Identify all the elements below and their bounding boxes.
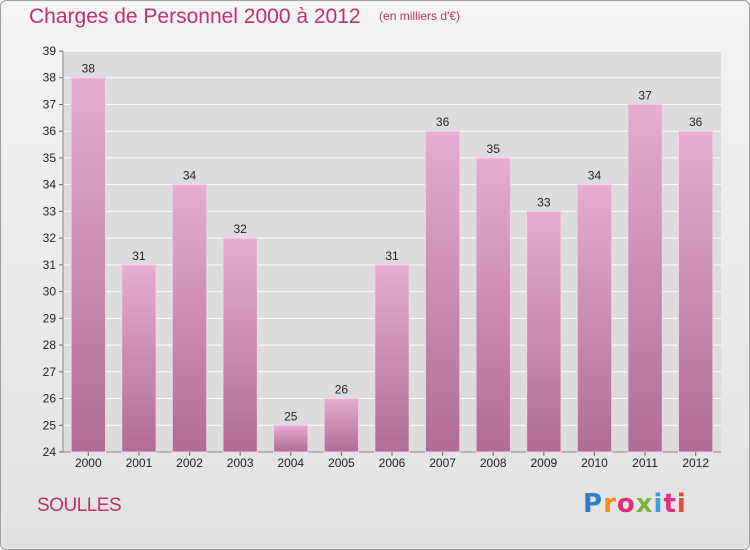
x-tick-label: 2011 xyxy=(632,456,658,470)
bar xyxy=(576,184,613,453)
x-tick-label: 2002 xyxy=(176,456,203,470)
y-tick-label: 25 xyxy=(43,418,57,432)
logo-letter: i xyxy=(676,489,687,519)
y-tick-label: 37 xyxy=(43,97,57,111)
logo-letter: o xyxy=(616,489,636,519)
data-label: 26 xyxy=(335,383,349,397)
data-label: 37 xyxy=(638,88,652,102)
y-tick-label: 34 xyxy=(43,178,57,192)
logo-letter: t xyxy=(663,489,677,519)
logo-letter: i xyxy=(653,489,664,519)
x-tick-label: 2003 xyxy=(227,456,254,470)
bar xyxy=(627,103,663,453)
bar xyxy=(121,264,157,453)
x-tick-label: 2009 xyxy=(530,456,557,470)
y-tick-label: 32 xyxy=(43,231,57,245)
bar xyxy=(222,237,258,453)
data-label: 34 xyxy=(588,169,602,183)
data-label: 31 xyxy=(385,249,399,263)
chart-title: Charges de Personnel 2000 à 2012 xyxy=(29,5,361,28)
bar xyxy=(424,130,461,453)
data-label: 33 xyxy=(537,195,551,209)
data-label: 34 xyxy=(183,169,197,183)
logo-letter: x xyxy=(635,489,654,519)
bar xyxy=(323,398,360,453)
bar xyxy=(70,77,107,453)
data-label: 36 xyxy=(436,115,450,129)
x-tick-label: 2006 xyxy=(379,456,406,470)
data-label: 35 xyxy=(487,142,501,156)
proxiti-logo: Proxiti xyxy=(583,489,687,519)
bar xyxy=(475,157,511,453)
bar xyxy=(677,130,714,453)
y-tick-label: 30 xyxy=(43,285,57,299)
x-tick-label: 2001 xyxy=(126,456,153,470)
y-tick-label: 38 xyxy=(43,71,57,85)
chart-subtitle: (en milliers d'€) xyxy=(379,9,461,23)
y-tick-label: 31 xyxy=(43,258,57,272)
bar xyxy=(374,264,410,453)
x-tick-label: 2005 xyxy=(328,456,355,470)
data-label: 31 xyxy=(132,249,146,263)
y-tick-label: 39 xyxy=(43,44,57,58)
y-tick-label: 33 xyxy=(43,204,57,218)
x-tick-label: 2010 xyxy=(581,456,608,470)
x-tick-label: 2012 xyxy=(682,456,709,470)
logo-letter: r xyxy=(603,489,617,519)
x-tick-label: 2000 xyxy=(75,456,102,470)
y-tick-label: 26 xyxy=(43,392,57,406)
y-tick-label: 27 xyxy=(43,365,57,379)
bar xyxy=(273,424,309,453)
y-tick-label: 35 xyxy=(43,151,57,165)
y-tick-label: 28 xyxy=(43,338,57,352)
x-tick-label: 2004 xyxy=(277,456,304,470)
y-tick-label: 29 xyxy=(43,311,57,325)
data-label: 25 xyxy=(284,409,298,423)
bar xyxy=(526,210,562,453)
data-label: 36 xyxy=(689,115,703,129)
data-label: 38 xyxy=(82,62,96,76)
data-label: 32 xyxy=(233,222,247,236)
bar xyxy=(171,184,208,453)
y-tick-label: 36 xyxy=(43,124,57,138)
y-tick-label: 24 xyxy=(43,445,57,459)
commune-name: SOULLES xyxy=(37,495,122,516)
chart-header: Charges de Personnel 2000 à 2012 (en mil… xyxy=(29,5,460,29)
logo-letter: P xyxy=(583,489,604,519)
x-tick-label: 2007 xyxy=(429,456,456,470)
x-tick-label: 2008 xyxy=(480,456,507,470)
